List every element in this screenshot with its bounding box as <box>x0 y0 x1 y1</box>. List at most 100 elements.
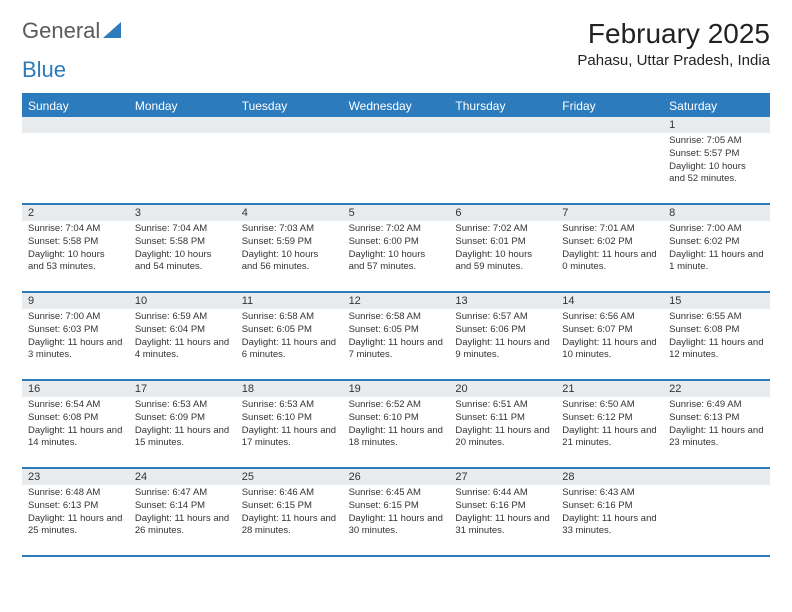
day-number: 11 <box>236 293 343 309</box>
sunrise: Sunrise: 7:01 AM <box>562 223 657 236</box>
day-details: Sunrise: 7:05 AMSunset: 5:57 PMDaylight:… <box>663 133 770 190</box>
day-cell: 25Sunrise: 6:46 AMSunset: 6:15 PMDayligh… <box>236 469 343 555</box>
sunrise: Sunrise: 7:02 AM <box>455 223 550 236</box>
day-number <box>449 117 556 133</box>
day-details: Sunrise: 6:44 AMSunset: 6:16 PMDaylight:… <box>449 485 556 542</box>
sunrise: Sunrise: 6:46 AM <box>242 487 337 500</box>
day-number: 15 <box>663 293 770 309</box>
day-cell: 17Sunrise: 6:53 AMSunset: 6:09 PMDayligh… <box>129 381 236 467</box>
day-cell: 2Sunrise: 7:04 AMSunset: 5:58 PMDaylight… <box>22 205 129 291</box>
sunrise: Sunrise: 6:58 AM <box>242 311 337 324</box>
day-details: Sunrise: 6:53 AMSunset: 6:10 PMDaylight:… <box>236 397 343 454</box>
daylight: Daylight: 11 hours and 3 minutes. <box>28 337 123 363</box>
day-details: Sunrise: 6:54 AMSunset: 6:08 PMDaylight:… <box>22 397 129 454</box>
col-saturday: Saturday <box>663 95 770 117</box>
day-cell: 12Sunrise: 6:58 AMSunset: 6:05 PMDayligh… <box>343 293 450 379</box>
day-details: Sunrise: 6:57 AMSunset: 6:06 PMDaylight:… <box>449 309 556 366</box>
daylight: Daylight: 10 hours and 59 minutes. <box>455 249 550 275</box>
day-number: 23 <box>22 469 129 485</box>
col-friday: Friday <box>556 95 663 117</box>
day-details: Sunrise: 7:04 AMSunset: 5:58 PMDaylight:… <box>22 221 129 278</box>
sunrise: Sunrise: 7:04 AM <box>135 223 230 236</box>
sunset: Sunset: 6:00 PM <box>349 236 444 249</box>
sunset: Sunset: 5:57 PM <box>669 148 764 161</box>
daylight: Daylight: 11 hours and 20 minutes. <box>455 425 550 451</box>
day-cell: 8Sunrise: 7:00 AMSunset: 6:02 PMDaylight… <box>663 205 770 291</box>
sunset: Sunset: 6:06 PM <box>455 324 550 337</box>
day-cell: 14Sunrise: 6:56 AMSunset: 6:07 PMDayligh… <box>556 293 663 379</box>
daylight: Daylight: 11 hours and 30 minutes. <box>349 513 444 539</box>
week-row: 16Sunrise: 6:54 AMSunset: 6:08 PMDayligh… <box>22 381 770 469</box>
logo: General <box>22 18 123 44</box>
day-cell: 6Sunrise: 7:02 AMSunset: 6:01 PMDaylight… <box>449 205 556 291</box>
sunset: Sunset: 5:58 PM <box>135 236 230 249</box>
daylight: Daylight: 11 hours and 4 minutes. <box>135 337 230 363</box>
day-number: 4 <box>236 205 343 221</box>
sunrise: Sunrise: 7:00 AM <box>669 223 764 236</box>
day-details: Sunrise: 6:51 AMSunset: 6:11 PMDaylight:… <box>449 397 556 454</box>
day-number: 19 <box>343 381 450 397</box>
week-row: 2Sunrise: 7:04 AMSunset: 5:58 PMDaylight… <box>22 205 770 293</box>
day-details: Sunrise: 7:01 AMSunset: 6:02 PMDaylight:… <box>556 221 663 278</box>
col-monday: Monday <box>129 95 236 117</box>
location: Pahasu, Uttar Pradesh, India <box>577 52 770 69</box>
day-details: Sunrise: 7:03 AMSunset: 5:59 PMDaylight:… <box>236 221 343 278</box>
day-cell: 23Sunrise: 6:48 AMSunset: 6:13 PMDayligh… <box>22 469 129 555</box>
daylight: Daylight: 11 hours and 12 minutes. <box>669 337 764 363</box>
day-details: Sunrise: 7:00 AMSunset: 6:02 PMDaylight:… <box>663 221 770 278</box>
daylight: Daylight: 10 hours and 56 minutes. <box>242 249 337 275</box>
sunset: Sunset: 5:58 PM <box>28 236 123 249</box>
sunrise: Sunrise: 6:54 AM <box>28 399 123 412</box>
sunset: Sunset: 6:10 PM <box>242 412 337 425</box>
day-number: 1 <box>663 117 770 133</box>
day-cell <box>22 117 129 203</box>
sunset: Sunset: 6:08 PM <box>669 324 764 337</box>
sunset: Sunset: 6:11 PM <box>455 412 550 425</box>
daylight: Daylight: 11 hours and 6 minutes. <box>242 337 337 363</box>
day-details: Sunrise: 6:45 AMSunset: 6:15 PMDaylight:… <box>343 485 450 542</box>
sunrise: Sunrise: 6:51 AM <box>455 399 550 412</box>
col-thursday: Thursday <box>449 95 556 117</box>
day-details: Sunrise: 6:52 AMSunset: 6:10 PMDaylight:… <box>343 397 450 454</box>
daylight: Daylight: 11 hours and 31 minutes. <box>455 513 550 539</box>
sunrise: Sunrise: 6:59 AM <box>135 311 230 324</box>
sunrise: Sunrise: 7:02 AM <box>349 223 444 236</box>
sunset: Sunset: 6:04 PM <box>135 324 230 337</box>
day-number <box>343 117 450 133</box>
day-details: Sunrise: 7:04 AMSunset: 5:58 PMDaylight:… <box>129 221 236 278</box>
day-number: 13 <box>449 293 556 309</box>
triangle-icon <box>103 18 121 44</box>
sunrise: Sunrise: 6:57 AM <box>455 311 550 324</box>
day-details: Sunrise: 7:02 AMSunset: 6:01 PMDaylight:… <box>449 221 556 278</box>
day-number: 25 <box>236 469 343 485</box>
daylight: Daylight: 11 hours and 25 minutes. <box>28 513 123 539</box>
sunrise: Sunrise: 7:00 AM <box>28 311 123 324</box>
week-row: 1Sunrise: 7:05 AMSunset: 5:57 PMDaylight… <box>22 117 770 205</box>
sunset: Sunset: 6:16 PM <box>562 500 657 513</box>
day-cell: 9Sunrise: 7:00 AMSunset: 6:03 PMDaylight… <box>22 293 129 379</box>
day-details: Sunrise: 6:55 AMSunset: 6:08 PMDaylight:… <box>663 309 770 366</box>
day-details: Sunrise: 6:47 AMSunset: 6:14 PMDaylight:… <box>129 485 236 542</box>
daylight: Daylight: 10 hours and 57 minutes. <box>349 249 444 275</box>
daylight: Daylight: 11 hours and 28 minutes. <box>242 513 337 539</box>
day-cell: 19Sunrise: 6:52 AMSunset: 6:10 PMDayligh… <box>343 381 450 467</box>
sunrise: Sunrise: 6:45 AM <box>349 487 444 500</box>
day-number: 6 <box>449 205 556 221</box>
col-wednesday: Wednesday <box>343 95 450 117</box>
daylight: Daylight: 11 hours and 17 minutes. <box>242 425 337 451</box>
daylight: Daylight: 11 hours and 7 minutes. <box>349 337 444 363</box>
day-number: 2 <box>22 205 129 221</box>
day-number: 5 <box>343 205 450 221</box>
day-cell: 13Sunrise: 6:57 AMSunset: 6:06 PMDayligh… <box>449 293 556 379</box>
day-number: 3 <box>129 205 236 221</box>
logo-text-1: General <box>22 18 100 44</box>
day-cell: 11Sunrise: 6:58 AMSunset: 6:05 PMDayligh… <box>236 293 343 379</box>
day-number: 8 <box>663 205 770 221</box>
daylight: Daylight: 11 hours and 21 minutes. <box>562 425 657 451</box>
day-cell <box>663 469 770 555</box>
sunrise: Sunrise: 6:47 AM <box>135 487 230 500</box>
daylight: Daylight: 11 hours and 18 minutes. <box>349 425 444 451</box>
day-number: 16 <box>22 381 129 397</box>
sunset: Sunset: 6:01 PM <box>455 236 550 249</box>
day-number: 18 <box>236 381 343 397</box>
